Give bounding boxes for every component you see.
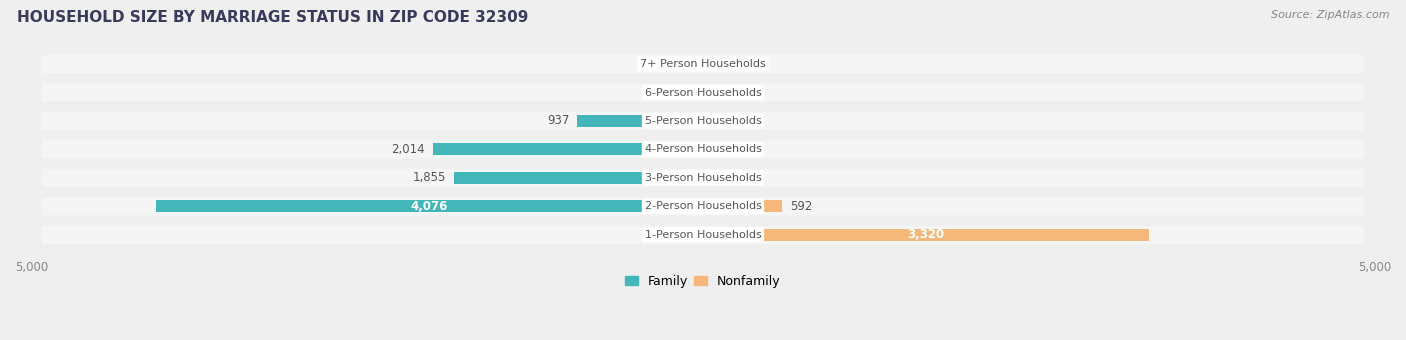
Text: 3,320: 3,320	[907, 228, 945, 241]
FancyBboxPatch shape	[42, 226, 1364, 244]
Text: Source: ZipAtlas.com: Source: ZipAtlas.com	[1271, 10, 1389, 20]
Bar	[703, 172, 706, 184]
FancyBboxPatch shape	[42, 169, 1364, 187]
FancyBboxPatch shape	[42, 83, 1364, 102]
Bar	[454, 172, 703, 184]
Text: 4,076: 4,076	[411, 200, 449, 213]
FancyBboxPatch shape	[42, 55, 1364, 73]
Bar	[695, 58, 703, 70]
Bar	[578, 115, 703, 127]
FancyBboxPatch shape	[42, 197, 1364, 216]
Text: 66: 66	[671, 57, 686, 71]
Text: 22: 22	[714, 171, 728, 184]
Text: 592: 592	[790, 200, 813, 213]
FancyBboxPatch shape	[42, 112, 1364, 130]
Text: 3-Person Households: 3-Person Households	[644, 173, 762, 183]
Bar	[433, 143, 703, 155]
Text: 6-Person Households: 6-Person Households	[644, 87, 762, 98]
Text: 937: 937	[547, 115, 569, 128]
Text: 1,855: 1,855	[412, 171, 446, 184]
Text: 5-Person Households: 5-Person Households	[644, 116, 762, 126]
Bar	[703, 229, 1149, 241]
Text: 137: 137	[654, 86, 676, 99]
Bar	[685, 87, 703, 99]
Text: 4-Person Households: 4-Person Households	[644, 144, 762, 154]
Text: 7+ Person Households: 7+ Person Households	[640, 59, 766, 69]
Text: 1-Person Households: 1-Person Households	[644, 230, 762, 240]
Text: 0: 0	[711, 86, 718, 99]
Text: HOUSEHOLD SIZE BY MARRIAGE STATUS IN ZIP CODE 32309: HOUSEHOLD SIZE BY MARRIAGE STATUS IN ZIP…	[17, 10, 529, 25]
Text: 2-Person Households: 2-Person Households	[644, 201, 762, 211]
Text: 0: 0	[711, 57, 718, 71]
Text: 2,014: 2,014	[391, 143, 425, 156]
Bar	[156, 200, 703, 212]
FancyBboxPatch shape	[42, 140, 1364, 158]
Bar	[703, 200, 783, 212]
Legend: Family, Nonfamily: Family, Nonfamily	[620, 270, 786, 293]
Text: 0: 0	[711, 115, 718, 128]
Text: 4: 4	[711, 143, 718, 156]
